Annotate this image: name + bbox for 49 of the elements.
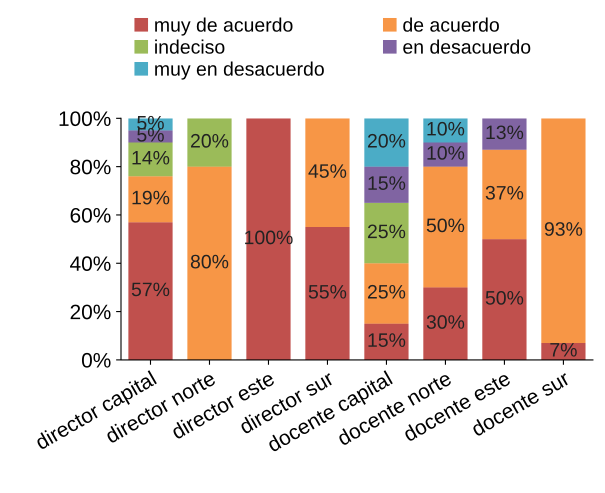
legend-label: de acuerdo — [403, 18, 499, 32]
data-label: 13% — [486, 125, 524, 140]
bar — [541, 118, 586, 343]
y-tick-label: 20% — [70, 304, 111, 320]
data-label: 15% — [368, 176, 406, 190]
data-label: 19% — [132, 190, 170, 204]
data-label: 30% — [426, 315, 464, 329]
y-tick-label: 100% — [60, 111, 111, 126]
bar — [423, 166, 468, 288]
bar — [305, 118, 350, 228]
data-label: 15% — [368, 333, 406, 347]
legend-label: muy de acuerdo — [155, 18, 292, 36]
data-label: 57% — [132, 282, 170, 296]
bar — [482, 239, 527, 360]
bar — [364, 202, 409, 264]
bar — [364, 263, 409, 324]
data-label: 10% — [427, 146, 464, 160]
data-label: 50% — [486, 290, 524, 305]
bar — [128, 176, 173, 222]
legend-label: muy en desacuerdo — [155, 62, 324, 80]
bar — [482, 150, 527, 240]
data-label: 14% — [132, 150, 170, 165]
data-label: 20% — [191, 134, 228, 148]
data-label: 20% — [368, 134, 406, 148]
data-label: 10% — [427, 122, 464, 136]
bar — [246, 118, 291, 360]
y-tick-label: 80% — [70, 160, 111, 174]
data-label: 80% — [190, 254, 228, 268]
y-tick-label: 60% — [70, 208, 111, 223]
data-label: 25% — [368, 224, 406, 238]
y-tick-label: 40% — [70, 256, 111, 272]
legend-label: en desacuerdo — [403, 40, 530, 54]
bar — [364, 166, 409, 203]
y-tick-label: 0% — [82, 352, 111, 368]
bar — [187, 166, 232, 360]
data-label: 7% — [550, 342, 577, 357]
data-label: 45% — [308, 164, 346, 178]
bar — [128, 142, 173, 176]
bar — [187, 118, 232, 167]
data-label: 25% — [368, 284, 406, 299]
data-label: 93% — [544, 222, 582, 236]
legend-label: indeciso — [155, 40, 224, 54]
data-label: 37% — [486, 186, 524, 200]
data-label: 55% — [308, 284, 346, 299]
bar — [364, 118, 409, 167]
bar — [423, 287, 468, 360]
bar — [128, 222, 173, 360]
data-label: 50% — [426, 218, 464, 232]
bar — [305, 227, 350, 360]
